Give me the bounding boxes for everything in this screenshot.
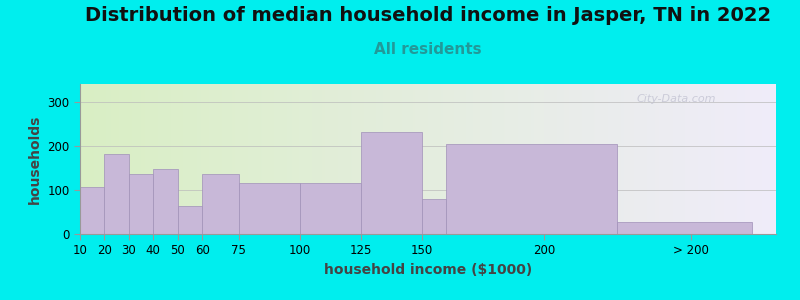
Bar [129,174,154,234]
X-axis label: household income ($1000): household income ($1000) [324,263,532,277]
Y-axis label: households: households [28,114,42,204]
Bar [154,169,178,234]
Bar [105,154,129,234]
Bar [178,206,202,234]
Bar [238,183,300,234]
Bar [202,174,238,234]
Text: City-Data.com: City-Data.com [637,94,716,104]
Bar [618,222,751,234]
Bar [446,144,618,234]
Text: All residents: All residents [374,42,482,57]
Bar [361,132,422,234]
Bar [300,183,361,234]
Bar [422,199,446,234]
Text: Distribution of median household income in Jasper, TN in 2022: Distribution of median household income … [85,6,771,25]
Bar [80,187,105,234]
